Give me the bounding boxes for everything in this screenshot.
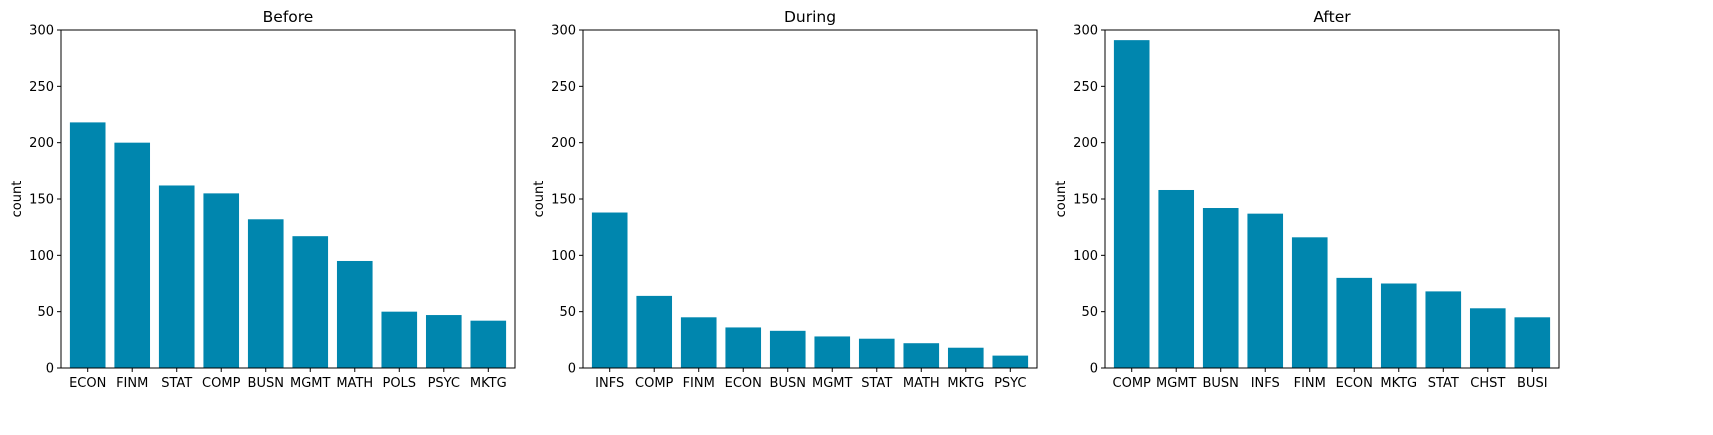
x-tick-label: PSYC: [994, 376, 1026, 391]
bar-finm: [1291, 237, 1328, 368]
y-axis-label: count: [10, 181, 25, 218]
bar-mktg: [947, 347, 984, 368]
x-tick-label: MKTG: [1380, 376, 1417, 391]
bar-stat: [158, 185, 195, 368]
chart-title: During: [784, 8, 836, 26]
bar-econ: [69, 122, 106, 368]
y-tick-label: 150: [551, 193, 576, 208]
x-tick-label: BUSN: [248, 376, 284, 391]
x-tick-label: MGMT: [1156, 376, 1197, 391]
x-tick-label: STAT: [861, 376, 892, 391]
bar-psyc: [425, 315, 462, 368]
chart-panel-1: 0 50 100 150 200 250 300 ECON FINM STAT COMP BUSN MG…: [10, 8, 516, 391]
x-tick-label: COMP: [1113, 376, 1152, 391]
x-tick-label: COMP: [202, 376, 241, 391]
bar-econ: [1336, 277, 1373, 368]
y-tick-label: 150: [1073, 193, 1098, 208]
bar-psyc: [992, 355, 1029, 368]
y-tick-label: 300: [1073, 24, 1098, 39]
x-tick-label: MGMT: [290, 376, 331, 391]
x-tick-label: MATH: [336, 376, 373, 391]
y-tick-label: 0: [46, 362, 54, 377]
bar-stat: [858, 338, 895, 368]
x-tick-label: MKTG: [470, 376, 507, 391]
bar-mgmt: [1158, 189, 1195, 368]
chart-title: Before: [263, 8, 314, 26]
bar-busn: [769, 330, 806, 368]
bar-finm: [680, 317, 717, 368]
bar-infs: [591, 212, 628, 368]
bar-busi: [1514, 317, 1551, 368]
y-tick-label: 200: [551, 136, 576, 151]
x-tick-label: STAT: [161, 376, 192, 391]
bar-mktg: [1380, 283, 1417, 368]
y-tick-label: 50: [37, 305, 54, 320]
x-tick-label: COMP: [635, 376, 674, 391]
bar-infs: [1247, 213, 1284, 368]
bar-comp: [636, 295, 673, 368]
x-tick-label: POLS: [382, 376, 416, 391]
y-tick-label: 100: [551, 249, 576, 264]
bar-pols: [381, 311, 418, 368]
x-tick-label: INFS: [1251, 376, 1280, 391]
y-tick-label: 300: [29, 24, 54, 39]
y-tick-label: 150: [29, 193, 54, 208]
x-tick-label: MKTG: [947, 376, 984, 391]
chart-panel-2: 0 50 100 150 200 250 300 INFS COMP FINM ECON BUSN MG…: [532, 8, 1038, 391]
y-tick-label: 100: [29, 249, 54, 264]
bar-math: [336, 260, 373, 368]
x-tick-label: BUSN: [770, 376, 806, 391]
x-tick-label: ECON: [725, 376, 762, 391]
x-tick-label: FINM: [1294, 376, 1326, 391]
y-axis-label: count: [532, 181, 547, 218]
bar-comp: [1113, 40, 1150, 368]
bar-stat: [1425, 291, 1462, 368]
bar-mktg: [470, 320, 507, 368]
y-tick-label: 200: [29, 136, 54, 151]
bar-econ: [725, 327, 762, 368]
x-tick-label: MGMT: [812, 376, 853, 391]
y-tick-label: 50: [1081, 305, 1098, 320]
y-tick-label: 250: [1073, 80, 1098, 95]
x-tick-label: FINM: [683, 376, 715, 391]
y-tick-label: 250: [29, 80, 54, 95]
bar-comp: [203, 193, 240, 368]
y-tick-label: 300: [551, 24, 576, 39]
y-tick-label: 0: [1090, 362, 1098, 377]
x-tick-label: INFS: [595, 376, 624, 391]
chart-panel-3: 0 50 100 150 200 250 300 COMP MGMT BUSN INFS FINM EC…: [1054, 8, 1560, 391]
x-tick-label: ECON: [69, 376, 106, 391]
x-tick-label: ECON: [1336, 376, 1373, 391]
bar-busn: [1202, 208, 1239, 368]
bar-chst: [1469, 308, 1506, 368]
y-tick-label: 250: [551, 80, 576, 95]
x-tick-label: STAT: [1428, 376, 1459, 391]
x-tick-label: FINM: [116, 376, 148, 391]
x-tick-label: CHST: [1470, 376, 1505, 391]
bar-mgmt: [814, 336, 851, 368]
bar-math: [903, 343, 940, 368]
bar-busn: [247, 219, 284, 368]
bar-mgmt: [292, 236, 329, 368]
y-axis-label: count: [1054, 181, 1069, 218]
y-tick-label: 0: [568, 362, 576, 377]
bar-finm: [114, 142, 151, 368]
chart-title: After: [1313, 8, 1351, 26]
x-tick-label: BUSI: [1517, 376, 1548, 391]
y-tick-label: 50: [559, 305, 576, 320]
x-tick-label: BUSN: [1203, 376, 1239, 391]
x-tick-label: PSYC: [428, 376, 460, 391]
y-tick-label: 100: [1073, 249, 1098, 264]
y-tick-label: 200: [1073, 136, 1098, 151]
x-tick-label: MATH: [903, 376, 940, 391]
